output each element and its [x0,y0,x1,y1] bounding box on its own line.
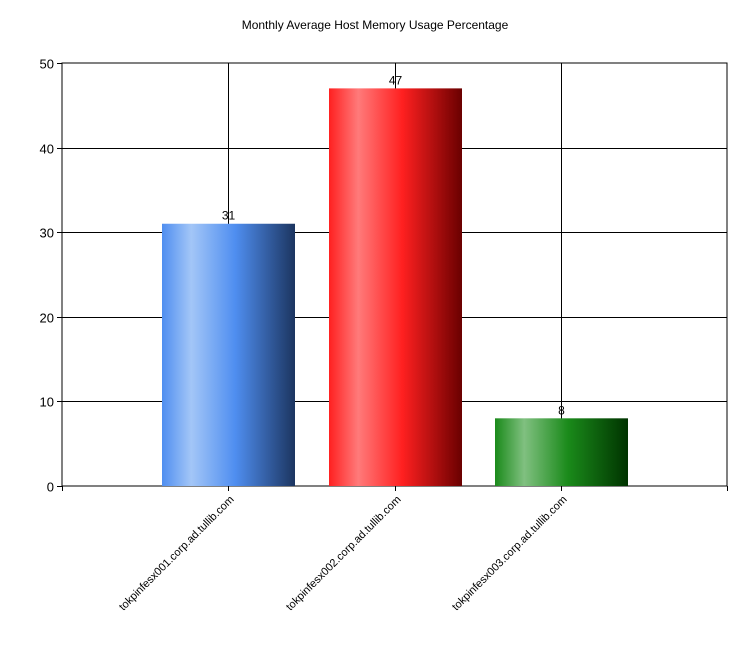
chart-title: Monthly Average Host Memory Usage Percen… [241,18,509,32]
y-tick-label: 30 [40,226,54,241]
data-label: 31 [222,209,236,223]
y-tick-label: 20 [40,311,54,326]
data-label: 8 [558,403,565,417]
y-tick-label: 40 [40,142,54,157]
y-tick-label: 50 [40,57,54,72]
x-tick-label: tokpinfesx003.corp.ad.tullib.com [450,494,570,614]
bar [162,223,295,487]
y-tick-label: 10 [40,395,54,410]
x-tick-label: tokpinfesx001.corp.ad.tullib.com [117,494,237,614]
y-tick-label: 0 [47,480,54,495]
bar [495,418,628,486]
x-tick-label: tokpinfesx002.corp.ad.tullib.com [284,494,404,614]
data-label: 47 [389,73,403,87]
bar [329,88,462,486]
